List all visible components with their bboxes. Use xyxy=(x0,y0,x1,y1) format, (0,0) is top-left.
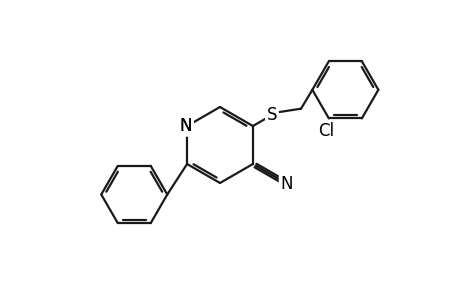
Text: N: N xyxy=(280,175,292,193)
Text: S: S xyxy=(266,106,277,124)
Text: N: N xyxy=(179,117,192,135)
Text: Cl: Cl xyxy=(317,122,333,140)
Text: N: N xyxy=(179,117,192,135)
